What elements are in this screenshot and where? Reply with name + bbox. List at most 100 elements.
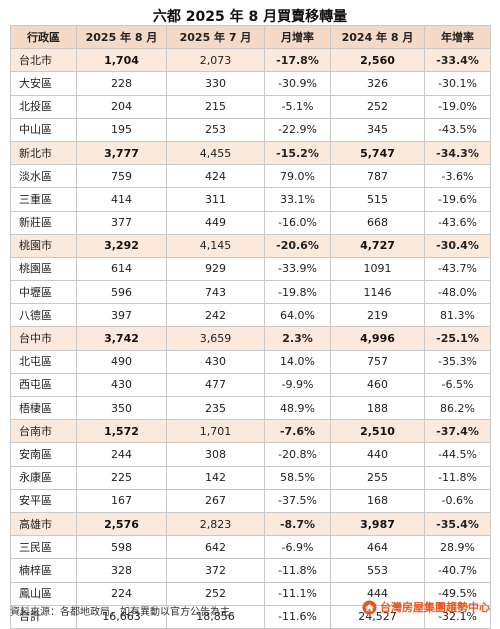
jul-2025-value-cell: 330: [166, 71, 265, 96]
mom-rate-cell: -6.9%: [264, 535, 331, 560]
jul-2025-value-cell: 449: [166, 210, 265, 235]
aug-2025-value-cell: 2,576: [76, 511, 167, 537]
yoy-rate-cell: -25.1%: [424, 326, 491, 351]
district-name-cell: 高雄市: [10, 511, 77, 537]
yoy-rate-cell: -35.3%: [424, 349, 491, 374]
city-row: 台北市 1,704 2,073 -17.8% 2,560 -33.4%: [10, 48, 491, 73]
aug-2024-value-cell: 3,987: [330, 511, 425, 537]
table-header-row: 行政區 2025 年 8 月 2025 年 7 月 月增率 2024 年 8 月…: [10, 24, 491, 50]
aug-2024-value-cell: 168: [330, 488, 425, 513]
aug-2024-value-cell: 464: [330, 535, 425, 560]
district-name-cell: 淡水區: [10, 164, 77, 189]
mom-rate-cell: -8.7%: [264, 511, 331, 537]
district-name-cell: 台北市: [10, 48, 77, 73]
aug-2025-value-cell: 3,742: [76, 326, 167, 351]
yoy-rate-cell: -32.1%: [424, 604, 491, 629]
yoy-rate-cell: -33.4%: [424, 48, 491, 73]
yoy-rate-cell: 86.2%: [424, 395, 491, 421]
aug-2025-value-cell: 3,292: [76, 233, 167, 258]
yoy-rate-cell: -30.1%: [424, 71, 491, 96]
house-logo-icon: [362, 599, 377, 615]
jul-2025-value-cell: 4,455: [166, 140, 265, 166]
yoy-rate-cell: -40.7%: [424, 558, 491, 583]
district-name-cell: 安南區: [10, 442, 77, 467]
mom-rate-cell: -22.9%: [264, 117, 331, 142]
mom-rate-cell: -15.2%: [264, 140, 331, 166]
jul-2025-value-cell: 215: [166, 94, 265, 119]
jul-2025-value-cell: 4,145: [166, 233, 265, 258]
jul-2025-value-cell: 3,659: [166, 326, 265, 351]
aug-2025-value-cell: 759: [76, 164, 167, 189]
mom-rate-cell: 14.0%: [264, 349, 331, 374]
header-aug-2025: 2025 年 8 月: [76, 24, 167, 50]
city-row: 新北市 3,777 4,455 -15.2% 5,747 -34.3%: [10, 140, 491, 166]
aug-2024-value-cell: 326: [330, 71, 425, 96]
mom-rate-cell: -11.1%: [264, 581, 331, 606]
yoy-rate-cell: -30.4%: [424, 233, 491, 258]
jul-2025-value-cell: 2,823: [166, 511, 265, 537]
yoy-rate-cell: -49.5%: [424, 581, 491, 606]
yoy-rate-cell: -35.4%: [424, 511, 491, 537]
yoy-rate-cell: -34.3%: [424, 140, 491, 166]
district-row: 楠梓區 328 372 -11.8% 553 -40.7%: [10, 558, 491, 583]
aug-2025-value-cell: 228: [76, 71, 167, 96]
jul-2025-value-cell: 18,856: [166, 604, 265, 629]
district-row: 中山區 195 253 -22.9% 345 -43.5%: [10, 117, 491, 142]
header-district: 行政區: [10, 24, 77, 50]
transfer-volume-table: 行政區 2025 年 8 月 2025 年 7 月 月增率 2024 年 8 月…: [10, 24, 491, 629]
mom-rate-cell: -19.8%: [264, 280, 331, 305]
district-name-cell: 台中市: [10, 326, 77, 351]
source-note: 資料來源：各都地政局，如有異動以官方公告為主。: [10, 607, 240, 618]
header-mom-rate: 月增率: [264, 24, 331, 50]
aug-2024-value-cell: 2,510: [330, 419, 425, 444]
mom-rate-cell: 58.5%: [264, 465, 331, 490]
district-name-cell: 桃園區: [10, 256, 77, 282]
district-row: 永康區 225 142 58.5% 255 -11.8%: [10, 465, 491, 490]
aug-2025-value-cell: 328: [76, 558, 167, 583]
aug-2024-value-cell: 24,527: [330, 604, 425, 629]
header-jul-2025: 2025 年 7 月: [166, 24, 265, 50]
mom-rate-cell: -17.8%: [264, 48, 331, 73]
yoy-rate-cell: -48.0%: [424, 280, 491, 305]
district-name-cell: 大安區: [10, 71, 77, 96]
city-row: 台中市 3,742 3,659 2.3% 4,996 -25.1%: [10, 326, 491, 351]
aug-2025-value-cell: 1,572: [76, 419, 167, 444]
aug-2025-value-cell: 614: [76, 256, 167, 282]
district-name-cell: 新北市: [10, 140, 77, 166]
district-row: 八德區 397 242 64.0% 219 81.3%: [10, 303, 491, 328]
district-name-cell: 新莊區: [10, 210, 77, 235]
district-name-cell: 北屯區: [10, 349, 77, 374]
jul-2025-value-cell: 424: [166, 164, 265, 189]
district-name-cell: 梧棲區: [10, 395, 77, 421]
district-name-cell: 鳳山區: [10, 581, 77, 606]
aug-2025-value-cell: 350: [76, 395, 167, 421]
district-name-cell: 北投區: [10, 94, 77, 119]
aug-2025-value-cell: 224: [76, 581, 167, 606]
page-title: 六都 2025 年 8 月買賣移轉量: [152, 9, 348, 25]
yoy-rate-cell: -19.6%: [424, 187, 491, 212]
city-row: 高雄市 2,576 2,823 -8.7% 3,987 -35.4%: [10, 511, 491, 537]
aug-2024-value-cell: 553: [330, 558, 425, 583]
yoy-rate-cell: -37.4%: [424, 419, 491, 444]
yoy-rate-cell: 28.9%: [424, 535, 491, 560]
aug-2025-value-cell: 430: [76, 372, 167, 398]
mom-rate-cell: -5.1%: [264, 94, 331, 119]
district-row: 三民區 598 642 -6.9% 464 28.9%: [10, 535, 491, 560]
district-row: 淡水區 759 424 79.0% 787 -3.6%: [10, 164, 491, 189]
district-name-cell: 八德區: [10, 303, 77, 328]
aug-2025-value-cell: 598: [76, 535, 167, 560]
yoy-rate-cell: -43.7%: [424, 256, 491, 282]
aug-2025-value-cell: 596: [76, 280, 167, 305]
district-name-cell: 台南市: [10, 419, 77, 444]
aug-2024-value-cell: 219: [330, 303, 425, 328]
yoy-rate-cell: 81.3%: [424, 303, 491, 328]
mom-rate-cell: -37.5%: [264, 488, 331, 513]
jul-2025-value-cell: 430: [166, 349, 265, 374]
aug-2025-value-cell: 225: [76, 465, 167, 490]
yoy-rate-cell: -3.6%: [424, 164, 491, 189]
yoy-rate-cell: -44.5%: [424, 442, 491, 467]
district-row: 安平區 167 267 -37.5% 168 -0.6%: [10, 488, 491, 513]
district-name-cell: 西屯區: [10, 372, 77, 398]
jul-2025-value-cell: 142: [166, 465, 265, 490]
